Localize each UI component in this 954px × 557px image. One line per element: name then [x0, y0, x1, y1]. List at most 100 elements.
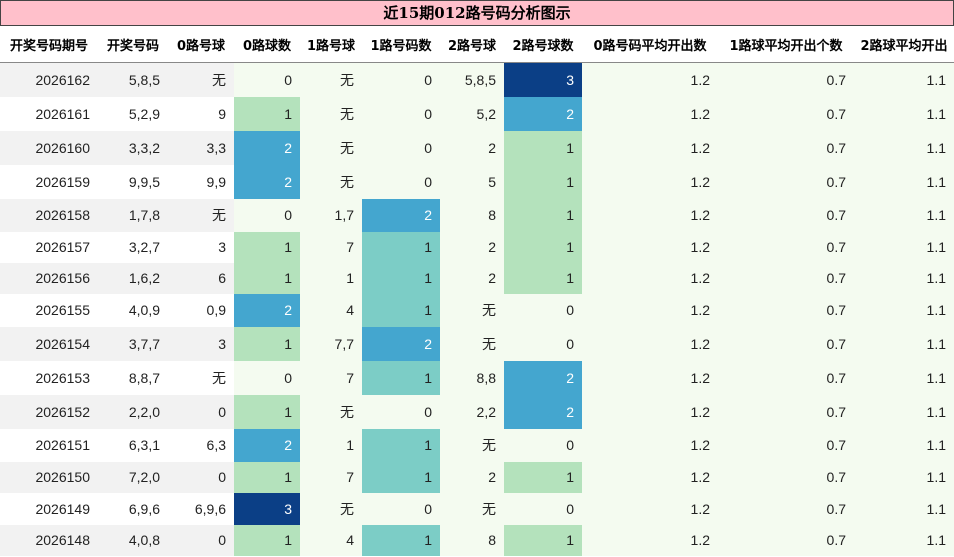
route0-balls-cell: 0 — [168, 394, 234, 429]
table-body: 2026162 5,8,5 无 0 无 0 5,8,5 3 1.2 0.7 1.1 2026161 5,… — [0, 62, 954, 556]
route0-count-cell: 0 — [234, 62, 300, 97]
table-row: 2026161 5,2,9 9 1 无 0 5,2 2 1.2 0.7 1.1 — [0, 96, 954, 131]
header-route0-average: 0路号码平均开出数 — [582, 26, 718, 63]
header-route2-average: 2路球平均开出 — [854, 26, 954, 63]
route0-average-cell: 1.2 — [582, 164, 718, 199]
route2-average-cell: 1.1 — [854, 231, 954, 263]
period-cell: 2026158 — [0, 198, 98, 232]
route0-balls-cell: 9 — [168, 96, 234, 131]
route0-count-cell: 1 — [234, 394, 300, 429]
route0-average-cell: 1.2 — [582, 326, 718, 361]
route0-count-cell: 1 — [234, 461, 300, 493]
route0-balls-cell: 3 — [168, 326, 234, 361]
header-route1-balls: 1路号球 — [300, 26, 362, 63]
route2-average-cell: 1.1 — [854, 326, 954, 361]
route2-count-cell: 3 — [504, 62, 582, 97]
header-period: 开奖号码期号 — [0, 26, 98, 63]
table-row: 2026151 6,3,1 6,3 2 1 1 无 0 1.2 0.7 1.1 — [0, 428, 954, 462]
route1-balls-cell: 7,7 — [300, 326, 362, 361]
route2-balls-cell: 8 — [440, 198, 504, 232]
route1-balls-cell: 无 — [300, 394, 362, 429]
route0-balls-cell: 6,3 — [168, 428, 234, 462]
route1-average-cell: 0.7 — [718, 428, 854, 462]
period-cell: 2026157 — [0, 231, 98, 263]
header-route0-count: 0路球数 — [234, 26, 300, 63]
header-route1-average: 1路球平均开出个数 — [718, 26, 854, 63]
route0-balls-cell: 0 — [168, 461, 234, 493]
numbers-cell: 8,8,7 — [98, 360, 168, 395]
route0-average-cell: 1.2 — [582, 262, 718, 294]
route1-balls-cell: 无 — [300, 164, 362, 199]
route0-average-cell: 1.2 — [582, 293, 718, 327]
route2-balls-cell: 5,8,5 — [440, 62, 504, 97]
route2-average-cell: 1.1 — [854, 62, 954, 97]
period-cell: 2026159 — [0, 164, 98, 199]
route2-count-cell: 0 — [504, 293, 582, 327]
route0-count-cell: 0 — [234, 198, 300, 232]
period-cell: 2026152 — [0, 394, 98, 429]
route1-average-cell: 0.7 — [718, 394, 854, 429]
route1-count-cell: 0 — [362, 164, 440, 199]
route2-count-cell: 0 — [504, 428, 582, 462]
route1-average-cell: 0.7 — [718, 262, 854, 294]
period-cell: 2026149 — [0, 492, 98, 525]
route1-balls-cell: 1,7 — [300, 198, 362, 232]
route2-average-cell: 1.1 — [854, 130, 954, 165]
route1-balls-cell: 无 — [300, 130, 362, 165]
route-analysis-table: 开奖号码期号 开奖号码 0路号球 0路球数 1路号球 1路号码数 2路号球 2路… — [0, 26, 954, 556]
route0-average-cell: 1.2 — [582, 198, 718, 232]
route2-balls-cell: 5,2 — [440, 96, 504, 131]
route2-count-cell: 0 — [504, 326, 582, 361]
numbers-cell: 7,2,0 — [98, 461, 168, 493]
route0-balls-cell: 3 — [168, 231, 234, 263]
header-route2-count: 2路号球数 — [504, 26, 582, 63]
route0-balls-cell: 无 — [168, 360, 234, 395]
period-cell: 2026153 — [0, 360, 98, 395]
route0-average-cell: 1.2 — [582, 96, 718, 131]
route2-count-cell: 0 — [504, 492, 582, 525]
table-row: 2026160 3,3,2 3,3 2 无 0 2 1 1.2 0.7 1.1 — [0, 130, 954, 165]
route1-count-cell: 1 — [362, 428, 440, 462]
table-row: 2026159 9,9,5 9,9 2 无 0 5 1 1.2 0.7 1.1 — [0, 164, 954, 199]
route2-count-cell: 1 — [504, 231, 582, 263]
numbers-cell: 6,3,1 — [98, 428, 168, 462]
route2-average-cell: 1.1 — [854, 492, 954, 525]
route1-balls-cell: 无 — [300, 492, 362, 525]
numbers-cell: 9,9,5 — [98, 164, 168, 199]
numbers-cell: 5,8,5 — [98, 62, 168, 97]
route1-count-cell: 0 — [362, 130, 440, 165]
route1-average-cell: 0.7 — [718, 360, 854, 395]
route0-balls-cell: 0 — [168, 524, 234, 556]
route1-count-cell: 2 — [362, 326, 440, 361]
period-cell: 2026155 — [0, 293, 98, 327]
numbers-cell: 3,2,7 — [98, 231, 168, 263]
route2-average-cell: 1.1 — [854, 428, 954, 462]
numbers-cell: 3,7,7 — [98, 326, 168, 361]
period-cell: 2026148 — [0, 524, 98, 556]
numbers-cell: 6,9,6 — [98, 492, 168, 525]
period-cell: 2026162 — [0, 62, 98, 97]
table-row: 2026149 6,9,6 6,9,6 3 无 0 无 0 1.2 0.7 1.1 — [0, 492, 954, 525]
route1-average-cell: 0.7 — [718, 326, 854, 361]
route1-average-cell: 0.7 — [718, 293, 854, 327]
route0-count-cell: 1 — [234, 524, 300, 556]
route2-average-cell: 1.1 — [854, 524, 954, 556]
route1-average-cell: 0.7 — [718, 492, 854, 525]
route0-average-cell: 1.2 — [582, 461, 718, 493]
route2-balls-cell: 2,2 — [440, 394, 504, 429]
table-row: 2026150 7,2,0 0 1 7 1 2 1 1.2 0.7 1.1 — [0, 461, 954, 493]
table-row: 2026148 4,0,8 0 1 4 1 8 1 1.2 0.7 1.1 — [0, 524, 954, 556]
period-cell: 2026154 — [0, 326, 98, 361]
route2-count-cell: 1 — [504, 164, 582, 199]
route0-balls-cell: 6,9,6 — [168, 492, 234, 525]
numbers-cell: 4,0,8 — [98, 524, 168, 556]
table-row: 2026156 1,6,2 6 1 1 1 2 1 1.2 0.7 1.1 — [0, 262, 954, 294]
numbers-cell: 3,3,2 — [98, 130, 168, 165]
route2-average-cell: 1.1 — [854, 198, 954, 232]
route1-balls-cell: 7 — [300, 360, 362, 395]
period-cell: 2026156 — [0, 262, 98, 294]
route1-count-cell: 2 — [362, 198, 440, 232]
route0-average-cell: 1.2 — [582, 428, 718, 462]
table-row: 2026157 3,2,7 3 1 7 1 2 1 1.2 0.7 1.1 — [0, 231, 954, 263]
route2-average-cell: 1.1 — [854, 461, 954, 493]
